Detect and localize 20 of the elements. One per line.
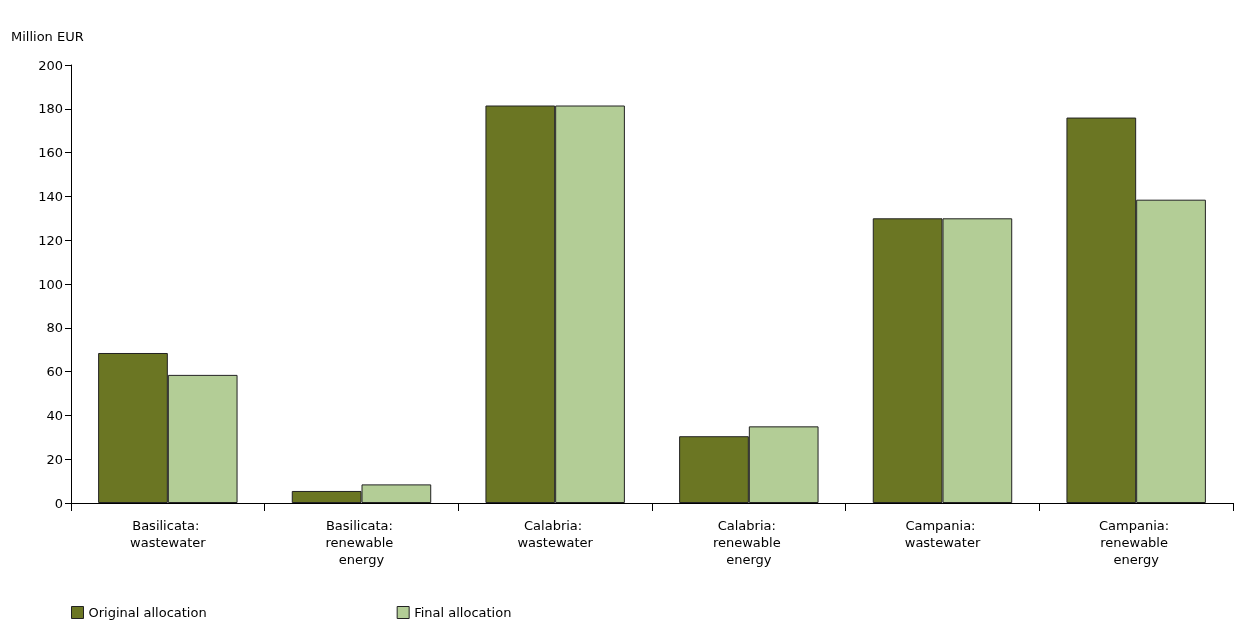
x-tick-label: Calabria: renewable energy xyxy=(712,518,785,567)
y-tick-label: 60 xyxy=(46,364,63,380)
x-tick-label: Campania: renewable energy xyxy=(1099,518,1174,567)
y-tick-label: 140 xyxy=(38,188,63,204)
legend-label: Original allocation xyxy=(88,605,207,620)
x-tick-label: Calabria: wastewater xyxy=(517,518,594,550)
y-tick-label: 120 xyxy=(38,232,63,248)
x-tick-label: Basilicata: wastewater xyxy=(130,518,207,550)
y-tick-label: 160 xyxy=(38,145,63,161)
x-tick-label: Campania: wastewater xyxy=(904,518,981,550)
y-tick-label: 20 xyxy=(46,451,63,467)
y-tick-label: 40 xyxy=(46,407,63,423)
y-tick-label: 180 xyxy=(38,101,63,117)
y-axis-title: Million EUR xyxy=(11,29,84,44)
y-tick-label: 200 xyxy=(38,57,63,73)
y-tick-label: 80 xyxy=(46,320,63,336)
y-tick-label: 100 xyxy=(38,276,63,292)
x-tick-label: Basilicata: renewable energy xyxy=(325,518,398,567)
y-tick-label: 0 xyxy=(54,495,63,511)
legend-label: Final allocation xyxy=(414,605,512,620)
